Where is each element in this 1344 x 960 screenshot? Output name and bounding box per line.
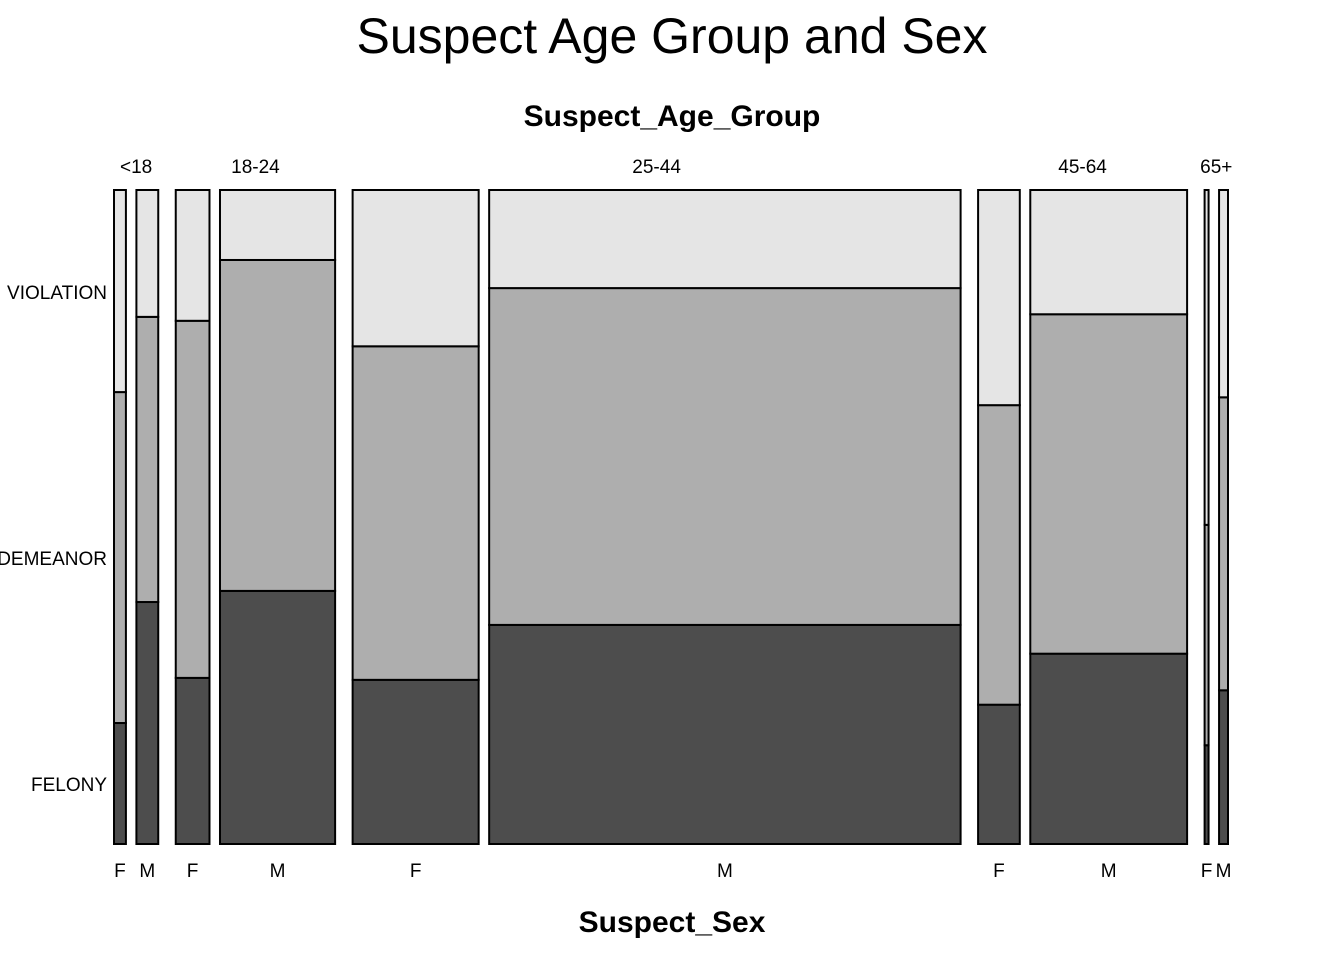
mosaic-tile xyxy=(174,319,211,679)
mosaic-tile xyxy=(1218,396,1230,692)
mosaic-tile xyxy=(1203,744,1210,845)
sex-label: F xyxy=(993,861,1005,882)
mosaic-tile xyxy=(1029,652,1189,845)
level-label: FELONY xyxy=(31,775,107,796)
mosaic-tile xyxy=(174,189,211,322)
sex-label: F xyxy=(410,861,422,882)
mosaic-tile xyxy=(218,189,337,261)
sex-label: M xyxy=(717,861,733,882)
sex-label: M xyxy=(1101,861,1117,882)
sex-label: F xyxy=(187,861,199,882)
sex-label: F xyxy=(1201,861,1213,882)
mosaic-tile xyxy=(135,315,160,604)
chart-title: Suspect Age Group and Sex xyxy=(357,8,988,64)
mosaic-tile xyxy=(135,601,160,846)
mosaic-tile xyxy=(977,189,1021,407)
sex-label: F xyxy=(114,861,126,882)
level-label: MISDEMEANOR xyxy=(0,549,107,570)
sex-label: M xyxy=(270,861,286,882)
top-axis-title: Suspect_Age_Group xyxy=(524,100,821,133)
mosaic-tile xyxy=(113,189,127,394)
mosaic-tile xyxy=(113,722,127,846)
mosaic-tile xyxy=(351,189,480,348)
bottom-axis-title: Suspect_Sex xyxy=(579,906,766,939)
mosaic-tile xyxy=(488,623,962,845)
age-group-label: 25-44 xyxy=(632,157,681,178)
mosaic-tile xyxy=(351,678,480,846)
sex-label: M xyxy=(139,861,155,882)
mosaic-tile xyxy=(1218,189,1230,399)
age-group-label: 65+ xyxy=(1200,157,1232,178)
mosaic-tile xyxy=(1029,189,1189,316)
mosaic-tile xyxy=(488,287,962,626)
mosaic-tile xyxy=(977,703,1021,845)
level-label: VIOLATION xyxy=(7,283,107,304)
mosaic-tile xyxy=(218,589,337,845)
sex-label: M xyxy=(1216,861,1232,882)
mosaic-tile xyxy=(174,676,211,845)
age-group-label: <18 xyxy=(120,157,152,178)
mosaic-tile xyxy=(1203,523,1210,747)
mosaic-tile xyxy=(1029,313,1189,655)
age-group-label: 45-64 xyxy=(1058,157,1107,178)
mosaic-tile xyxy=(1203,189,1210,526)
age-group-label: 18-24 xyxy=(231,157,280,178)
mosaic-tile xyxy=(351,345,480,681)
mosaic-tile xyxy=(488,189,962,290)
mosaic-tile xyxy=(113,391,127,725)
mosaic-tile xyxy=(135,189,160,318)
mosaic-tile xyxy=(218,258,337,592)
mosaic-tile xyxy=(977,404,1021,706)
mosaic-tile xyxy=(1218,689,1230,845)
